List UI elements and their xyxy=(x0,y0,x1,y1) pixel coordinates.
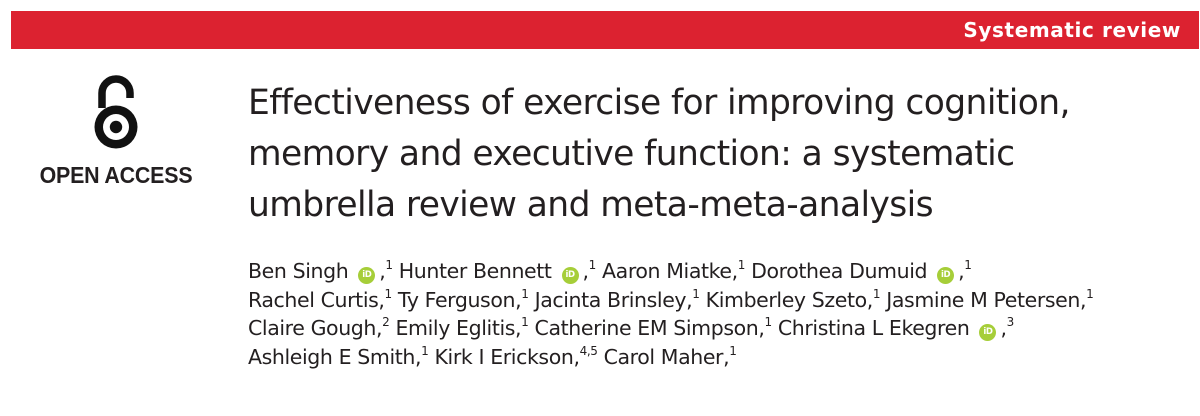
title-line: umbrella review and meta-meta-analysis xyxy=(248,185,934,225)
author: Emily Eglitis,1 xyxy=(395,315,529,340)
affiliation-marker: 1 xyxy=(421,343,429,358)
author-name: Claire Gough xyxy=(248,316,376,340)
author: Ashleigh E Smith,1 xyxy=(248,343,429,369)
affiliation-marker: 1 xyxy=(729,343,737,358)
author: Kimberley Szeto,1 xyxy=(705,286,881,312)
author-list: Ben Singh iD ,1 Hunter Bennett iD ,1 Aaron M… xyxy=(248,257,1188,371)
affiliation-marker: 1 xyxy=(1086,286,1094,301)
author: Dorothea Dumuid iD ,1 xyxy=(751,258,972,284)
author-line: Claire Gough,2 Emily Eglitis,1 Catherine… xyxy=(248,314,1188,343)
affiliation-marker: 1 xyxy=(737,258,746,273)
affiliation-marker: 1 xyxy=(872,286,881,301)
article-title: Effectiveness of exercise for improving … xyxy=(248,78,1178,231)
author-name: Aaron Miatke xyxy=(602,259,732,283)
affiliation-marker: 3 xyxy=(1006,315,1015,330)
author-name: Rachel Curtis xyxy=(248,287,379,312)
affiliation-marker: 1 xyxy=(964,258,972,273)
author-name: Catherine EM Simpson xyxy=(534,316,759,340)
author: Christina L Ekegren iD ,3 xyxy=(777,315,1015,341)
affiliation-marker: 4,5 xyxy=(579,343,598,358)
author: Hunter Bennett iD ,1 xyxy=(398,258,597,284)
open-access-lock-icon xyxy=(94,75,138,149)
title-line: Effectiveness of exercise for improving … xyxy=(248,83,1070,123)
author: Catherine EM Simpson,1 xyxy=(534,315,773,340)
author-name: Ashleigh E Smith xyxy=(248,344,415,369)
author-name: Emily Eglitis xyxy=(395,316,516,340)
author-name: Jasmine M Petersen xyxy=(886,287,1080,312)
author-name: Kimberley Szeto xyxy=(705,287,867,312)
orcid-icon[interactable]: iD xyxy=(937,267,955,284)
author-name: Jacinta Brinsley xyxy=(534,287,687,312)
affiliation-marker: 1 xyxy=(588,258,597,273)
author-line: Ben Singh iD ,1 Hunter Bennett iD ,1 Aaron M… xyxy=(248,257,1188,286)
affiliation-marker: 2 xyxy=(382,315,390,330)
title-line: memory and executive function: a systema… xyxy=(248,134,1015,174)
author-name: Ty Ferguson xyxy=(397,287,516,312)
open-access-label: OPEN ACCESS xyxy=(39,162,193,188)
orcid-icon[interactable]: iD xyxy=(358,267,376,284)
affiliation-marker: 1 xyxy=(384,286,393,301)
article-type-label: Systematic review xyxy=(963,18,1181,42)
author-name: Carol Maher xyxy=(603,344,724,369)
author-name: Christina L Ekegren xyxy=(777,316,970,340)
author: Rachel Curtis,1 xyxy=(248,286,393,312)
author: Aaron Miatke,1 xyxy=(602,258,746,283)
author-name: Dorothea Dumuid xyxy=(751,259,928,283)
author-line: Rachel Curtis,1 Ty Ferguson,1 Jacinta Br… xyxy=(248,286,1188,315)
author: Jasmine M Petersen,1 xyxy=(886,286,1094,312)
author: Carol Maher,1 xyxy=(603,343,737,369)
open-access-badge: OPEN ACCESS xyxy=(30,72,202,189)
author: Claire Gough,2 xyxy=(248,315,390,340)
orcid-icon[interactable]: iD xyxy=(561,267,579,284)
author-name: Hunter Bennett xyxy=(398,259,552,283)
author: Jacinta Brinsley,1 xyxy=(534,286,700,312)
article-type-bar: Systematic review xyxy=(11,11,1199,49)
author-name: Kirk I Erickson xyxy=(434,344,574,369)
affiliation-marker: 1 xyxy=(385,258,393,273)
orcid-icon[interactable]: iD xyxy=(979,324,997,341)
author-line: Ashleigh E Smith,1 Kirk I Erickson,4,5 C… xyxy=(248,343,1188,372)
author: Ben Singh iD ,1 xyxy=(248,258,393,284)
author: Ty Ferguson,1 xyxy=(397,286,529,312)
author: Kirk I Erickson,4,5 xyxy=(434,343,598,369)
affiliation-marker: 1 xyxy=(521,286,529,301)
affiliation-marker: 1 xyxy=(521,315,529,330)
affiliation-marker: 1 xyxy=(692,286,700,301)
author-name: Ben Singh xyxy=(248,259,349,283)
affiliation-marker: 1 xyxy=(764,315,773,330)
